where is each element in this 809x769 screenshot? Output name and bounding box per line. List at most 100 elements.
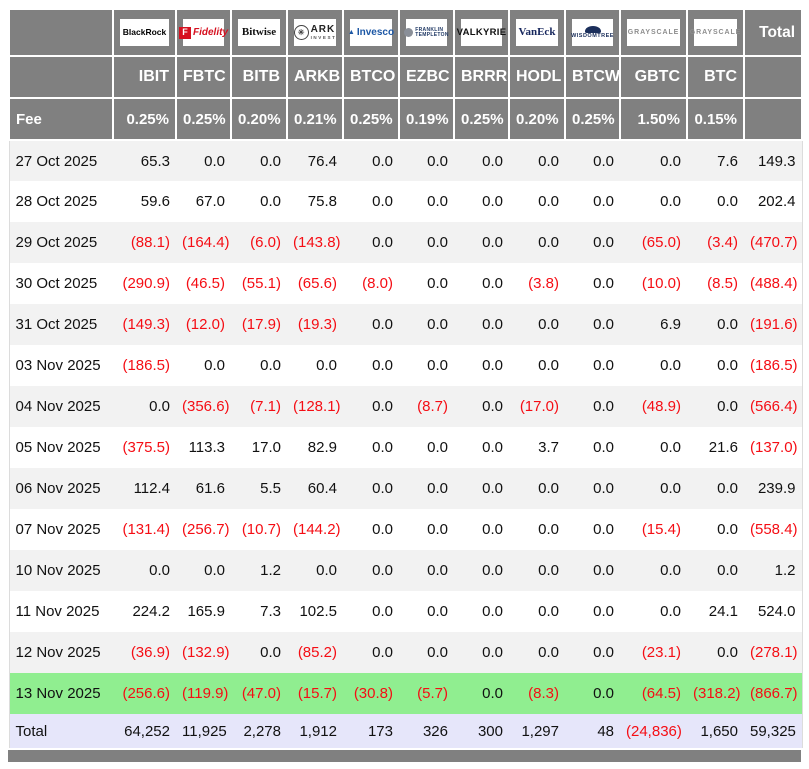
value-cell: (186.5) <box>122 357 170 374</box>
value-cell: (65.0) <box>620 222 687 263</box>
value-cell: 0.0 <box>687 304 744 345</box>
value-cell: 102.5 <box>299 603 337 620</box>
date-cell: 05 Nov 2025 <box>8 427 113 468</box>
blackrock-logo: BlackRock <box>120 19 169 46</box>
value-cell: 0.0 <box>509 140 565 181</box>
value-cell: 0.0 <box>565 222 620 263</box>
date-cell: 31 Oct 2025 <box>8 304 113 345</box>
logo-text: VALKYRIE <box>456 26 507 38</box>
row-total-cell: (470.7) <box>744 222 803 263</box>
value-cell: (88.1) <box>113 222 176 263</box>
provider-logo-cell: VanEck <box>508 8 566 57</box>
value-cell: 0.0 <box>372 193 393 210</box>
column-total-cell: 1,297 <box>509 714 565 748</box>
value-cell: 0.0 <box>427 193 448 210</box>
value-cell: (17.9) <box>231 304 287 345</box>
logo-text: VanEck <box>518 26 556 38</box>
invesco-mountain-icon: ▲ <box>347 29 355 36</box>
ticker-header-hodl: HODL <box>508 55 566 99</box>
value-cell: (128.1) <box>287 386 343 427</box>
fee-value: 0.19% <box>398 97 455 141</box>
value-cell: 21.6 <box>708 439 738 456</box>
table-row: 29 Oct 2025 (88.1) (164.4) (6.0) (143.8) 0.0 0… <box>8 222 803 263</box>
table-row: 28 Oct 2025 59.6 67.0 0.0 75.8 0.0 0.0 0.0 0.0 0.… <box>8 181 803 222</box>
value-cell: 0.0 <box>427 357 448 374</box>
value-cell: 1.2 <box>231 550 287 591</box>
fidelity-f-icon: F <box>179 26 191 39</box>
franklin-logo: FRANKLIN TEMPLETON <box>404 19 448 46</box>
value-cell: 0.0 <box>372 603 393 620</box>
value-cell: (10.0) <box>641 275 681 292</box>
logo-text: Fidelity <box>193 26 229 38</box>
row-total-cell: (488.4) <box>744 263 803 304</box>
ticker-header-arkb: ARKB <box>286 55 344 99</box>
value-cell: 0.0 <box>660 439 681 456</box>
fee-value: 0.25% <box>342 97 400 141</box>
value-cell: 0.0 <box>454 304 509 345</box>
row-total-cell: (566.4) <box>744 386 803 427</box>
value-cell: (15.7) <box>287 673 343 714</box>
value-cell: 0.0 <box>343 222 399 263</box>
value-cell: 0.0 <box>399 140 454 181</box>
row-total-cell: (278.1) <box>744 632 803 673</box>
value-cell: (131.4) <box>122 521 170 538</box>
value-cell: 0.0 <box>509 550 565 591</box>
value-cell: 0.0 <box>687 632 744 673</box>
value-cell: 0.0 <box>427 521 448 538</box>
value-cell: 3.7 <box>538 439 559 456</box>
grayscale-logo: GRAYSCALE <box>690 19 740 46</box>
value-cell: (48.9) <box>620 386 687 427</box>
value-cell: 0.0 <box>343 140 399 181</box>
value-cell: (164.4) <box>176 222 231 263</box>
logo-text: WISDOMTREE <box>571 32 614 39</box>
value-cell: 0.0 <box>509 222 565 263</box>
logo-text-stack: ARK INVEST <box>311 24 337 41</box>
column-total-cell: (24,836) <box>620 714 687 748</box>
value-cell: 0.0 <box>538 521 559 538</box>
value-cell: (85.2) <box>287 632 343 673</box>
value-cell: 0.0 <box>427 439 448 456</box>
value-cell: (290.9) <box>122 275 170 292</box>
value-cell: 0.0 <box>565 304 620 345</box>
value-cell: 60.4 <box>287 468 343 509</box>
value-cell: (144.2) <box>293 521 341 538</box>
row-total-cell: 202.4 <box>744 181 803 222</box>
ticker-header-btc: BTC <box>686 55 745 99</box>
value-cell: 0.0 <box>593 603 614 620</box>
ticker-header-fbtc: FBTC <box>175 55 232 99</box>
value-cell: (8.0) <box>362 275 393 292</box>
value-cell: 0.0 <box>538 603 559 620</box>
date-cell: 11 Nov 2025 <box>8 591 113 632</box>
total-column-header: Total <box>743 8 803 57</box>
value-cell: 0.0 <box>538 193 559 210</box>
logo-text: Bitwise <box>241 26 277 38</box>
value-cell: 0.0 <box>620 550 687 591</box>
value-cell: 7.6 <box>687 140 744 181</box>
value-cell: 0.0 <box>482 357 503 374</box>
value-cell: 0.0 <box>372 357 393 374</box>
value-cell: 0.0 <box>660 603 681 620</box>
provider-logo-cell: Bitwise <box>230 8 288 57</box>
value-cell: 0.0 <box>454 632 509 673</box>
date-cell: 12 Nov 2025 <box>8 632 113 673</box>
fee-value: 0.25% <box>112 97 177 141</box>
provider-logo-cell: VALKYRIE <box>453 8 510 57</box>
value-cell: 0.0 <box>454 386 509 427</box>
value-cell: 0.0 <box>620 468 687 509</box>
value-cell: 0.0 <box>687 468 744 509</box>
value-cell: (10.7) <box>241 521 281 538</box>
value-cell: 0.0 <box>620 140 687 181</box>
logo-text: FRANKLIN <box>415 26 444 33</box>
date-cell: 10 Nov 2025 <box>8 550 113 591</box>
column-total-cell: 11,925 <box>176 714 231 748</box>
row-total-cell: 149.3 <box>744 140 803 181</box>
ticker-header-btcw: BTCW <box>564 55 621 99</box>
fee-total-spacer <box>743 97 803 141</box>
value-cell: 0.0 <box>399 304 454 345</box>
logo-text: GRAYSCALE <box>689 29 742 36</box>
date-column-header <box>8 8 114 57</box>
value-cell: 0.0 <box>565 140 620 181</box>
column-total-cell: 326 <box>399 714 454 748</box>
value-cell: 0.0 <box>454 222 509 263</box>
table-row: 05 Nov 2025 (375.5) 113.3 17.0 82.9 0.0 0.0 0.0… <box>8 427 803 468</box>
